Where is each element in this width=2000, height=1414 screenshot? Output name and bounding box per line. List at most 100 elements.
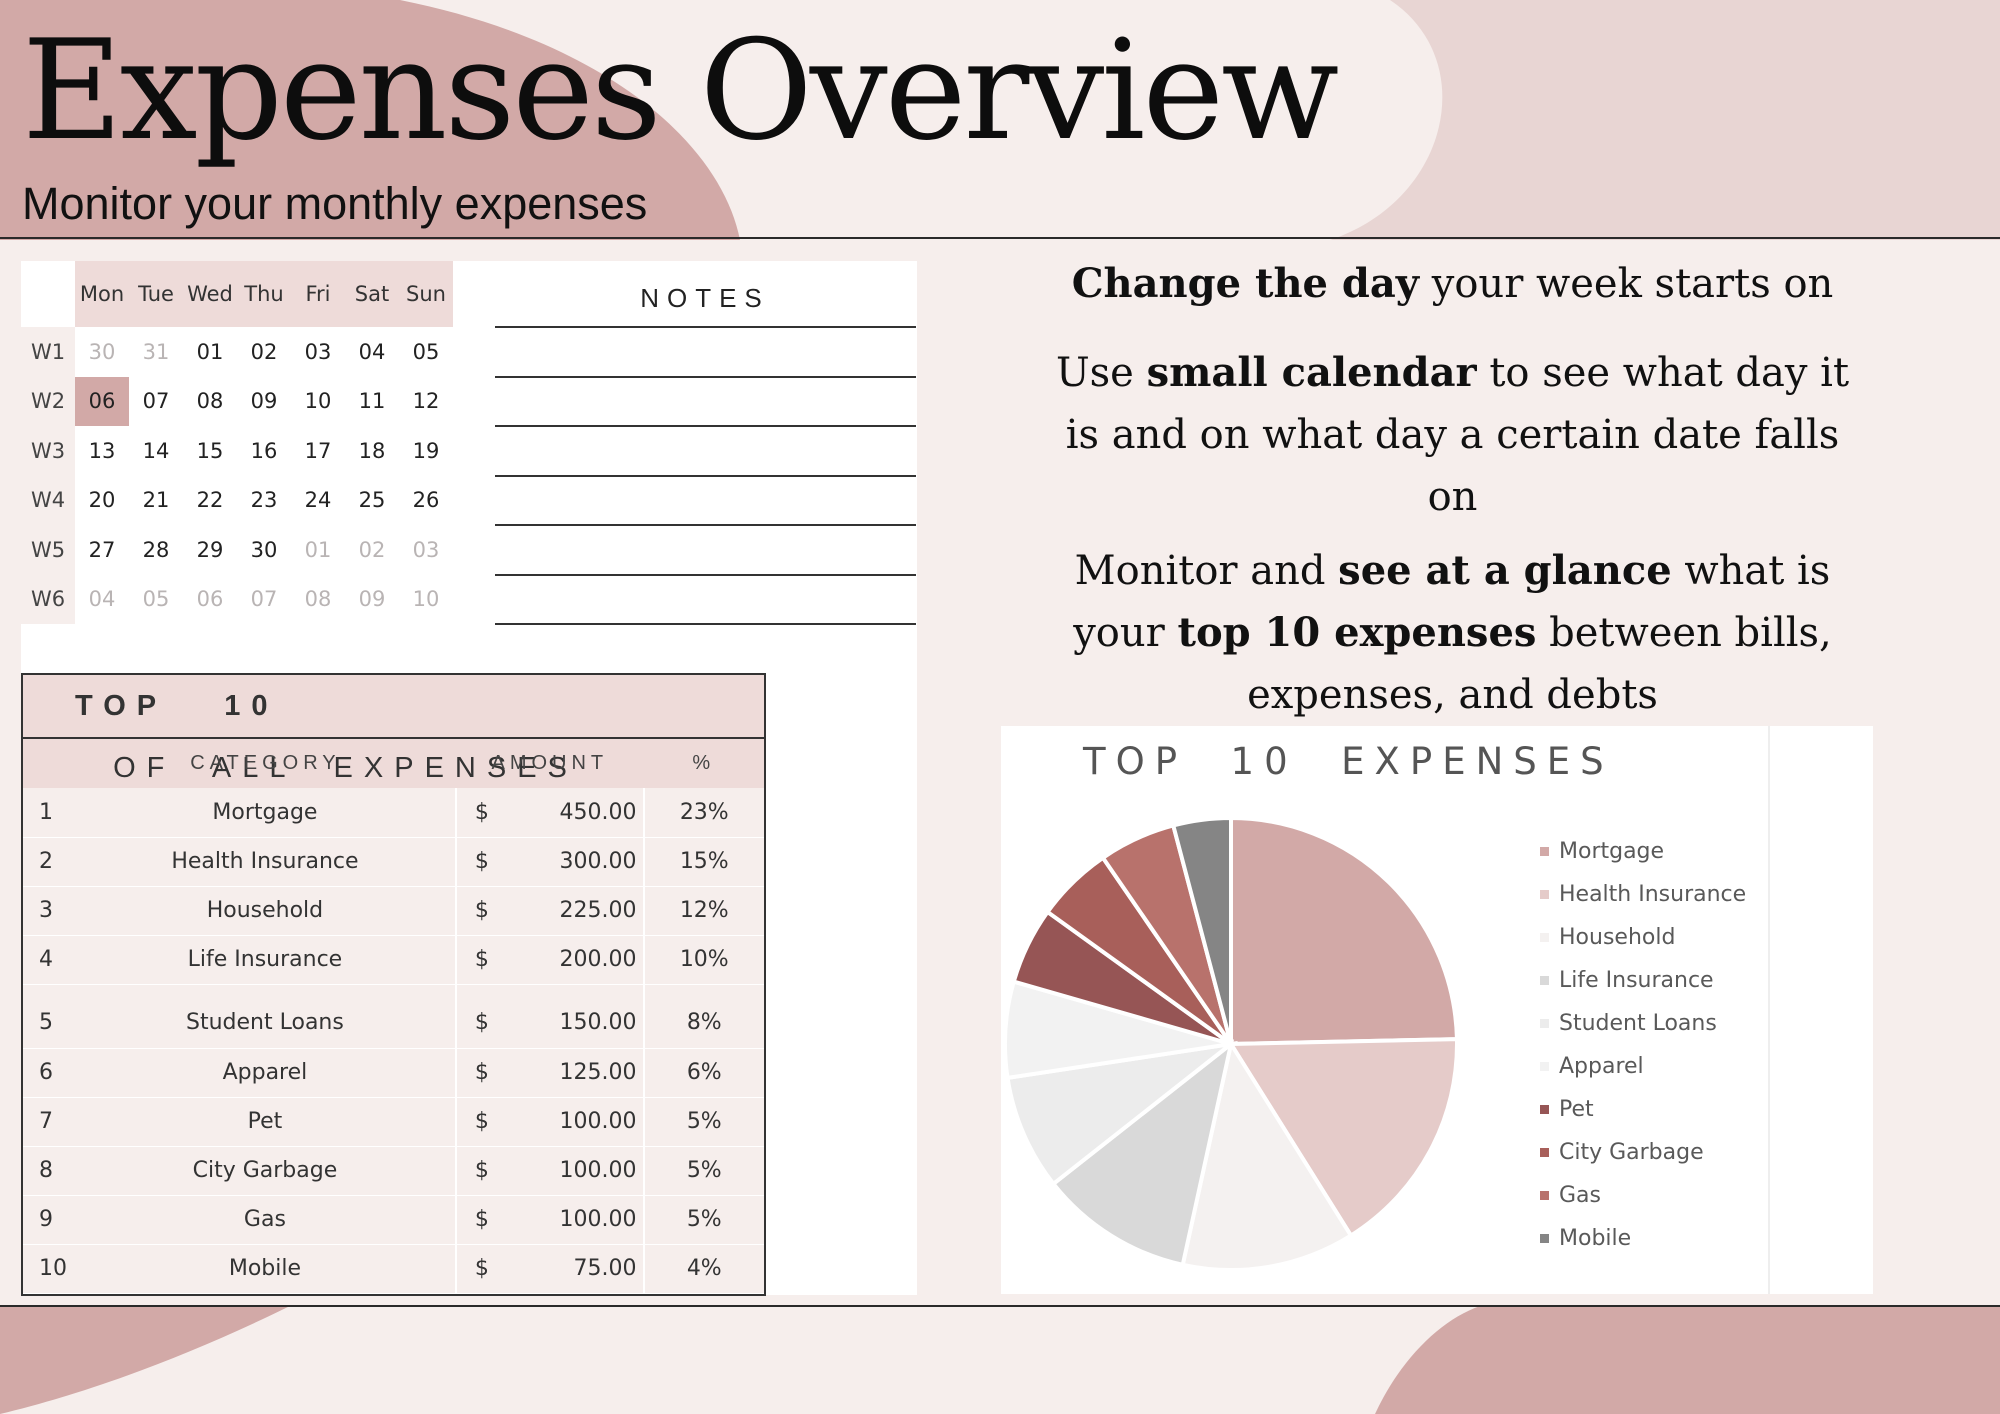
row-category: Apparel — [74, 1048, 458, 1098]
calendar-week-label: W4 — [21, 475, 75, 525]
calendar-date-cell[interactable]: 06 — [196, 587, 224, 612]
row-percent: 5% — [643, 1146, 764, 1196]
row-rank: 5 — [23, 984, 75, 1049]
calendar-date-cell[interactable]: 10 — [412, 587, 440, 612]
notes-line[interactable] — [495, 376, 916, 378]
page-title: Expenses Overview — [22, 10, 1339, 171]
calendar-date-cell[interactable]: 20 — [88, 488, 116, 513]
notes-line[interactable] — [495, 574, 916, 576]
calendar-date-cell[interactable]: 06 — [75, 376, 129, 426]
calendar-date-cell[interactable]: 08 — [304, 587, 332, 612]
table-header-percent: % — [643, 739, 764, 788]
legend-swatch — [1540, 1019, 1549, 1028]
legend-swatch — [1540, 890, 1549, 899]
notes-line[interactable] — [495, 425, 916, 427]
row-percent: 15% — [643, 837, 764, 887]
calendar-date-cell[interactable]: 08 — [196, 389, 224, 414]
row-currency: $ — [456, 837, 498, 887]
calendar-date-cell[interactable]: 01 — [304, 537, 332, 562]
calendar-date-cell[interactable]: 07 — [142, 389, 170, 414]
row-amount: 75.00 — [497, 1244, 645, 1294]
calendar-date-cell[interactable]: 05 — [142, 587, 170, 612]
table-row: 5 Student Loans $150.00 8% — [23, 984, 764, 1049]
calendar-date-cell[interactable]: 30 — [88, 339, 116, 364]
calendar-date-cell[interactable]: 14 — [142, 438, 170, 463]
info-text: between bills, expenses, and debts — [1247, 610, 1832, 718]
row-percent: 6% — [643, 1048, 764, 1098]
calendar-date-cell[interactable]: 03 — [304, 339, 332, 364]
calendar-date-cell[interactable]: 21 — [142, 488, 170, 513]
header-divider — [0, 237, 2000, 239]
calendar-date-cell[interactable]: 26 — [412, 488, 440, 513]
row-percent: 10% — [643, 935, 764, 985]
legend-item: Household — [1540, 916, 1746, 959]
calendar-date-cell[interactable]: 15 — [196, 438, 224, 463]
calendar-date-cell[interactable]: 07 — [250, 587, 278, 612]
calendar-date-cell[interactable]: 11 — [358, 389, 386, 414]
table-header-rank — [23, 739, 75, 788]
row-category: Mobile — [74, 1244, 458, 1294]
row-currency: $ — [456, 788, 498, 838]
calendar-date-cell[interactable]: 04 — [88, 587, 116, 612]
row-amount: 200.00 — [497, 935, 645, 985]
calendar-week-label: W2 — [21, 376, 75, 426]
legend-item: Apparel — [1540, 1045, 1746, 1088]
calendar-date-cell[interactable]: 02 — [250, 339, 278, 364]
calendar-date-cell[interactable]: 12 — [412, 389, 440, 414]
calendar-date-cell[interactable]: 05 — [412, 339, 440, 364]
chart-separator — [1768, 726, 1770, 1294]
calendar-date-cell[interactable]: 16 — [250, 438, 278, 463]
calendar-date-cell[interactable]: 25 — [358, 488, 386, 513]
row-currency: $ — [456, 886, 498, 936]
calendar-date-cell[interactable]: 19 — [412, 438, 440, 463]
calendar-date-cell[interactable]: 09 — [358, 587, 386, 612]
notes-line[interactable] — [495, 524, 916, 526]
row-rank: 10 — [23, 1244, 75, 1294]
table-row: 9 Gas $100.00 5% — [23, 1195, 764, 1245]
calendar-date-cell[interactable]: 09 — [250, 389, 278, 414]
calendar-date-cell[interactable]: 27 — [88, 537, 116, 562]
calendar-date-cell[interactable]: 13 — [88, 438, 116, 463]
notes-line[interactable] — [495, 326, 916, 328]
legend-swatch — [1540, 1062, 1549, 1071]
legend-label: Mobile — [1559, 1226, 1632, 1251]
pie-slice-student-loans — [1005, 1040, 1239, 1187]
calendar-date-cell[interactable]: 10 — [304, 389, 332, 414]
notes-line[interactable] — [495, 475, 916, 477]
legend-swatch — [1540, 1234, 1549, 1243]
calendar-date-cell[interactable]: 04 — [358, 339, 386, 364]
calendar-date-cell[interactable]: 29 — [196, 537, 224, 562]
notes-line[interactable] — [495, 623, 916, 625]
calendar-date-cell[interactable]: 31 — [142, 339, 170, 364]
info-bold: see at a glance — [1338, 547, 1672, 594]
row-category: Life Insurance — [74, 935, 458, 985]
row-currency: $ — [456, 1195, 498, 1245]
info-text: what is your — [1073, 548, 1831, 656]
calendar-date-cell[interactable]: 24 — [304, 488, 332, 513]
legend-item: Student Loans — [1540, 1002, 1746, 1045]
row-percent: 5% — [643, 1097, 764, 1147]
calendar-date-cell[interactable]: 01 — [196, 339, 224, 364]
info-text: to see what day it is and on what day a … — [1065, 350, 1850, 520]
calendar-date-cell[interactable]: 28 — [142, 537, 170, 562]
legend-item: Gas — [1540, 1174, 1746, 1217]
legend-item: Pet — [1540, 1088, 1746, 1131]
calendar-date-cell[interactable]: 18 — [358, 438, 386, 463]
calendar-week-label: W3 — [21, 426, 75, 476]
table-row: 7 Pet $100.00 5% — [23, 1097, 764, 1147]
calendar-date-cell[interactable]: 22 — [196, 488, 224, 513]
calendar-date-cell[interactable]: 02 — [358, 537, 386, 562]
calendar-date-cell[interactable]: 23 — [250, 488, 278, 513]
legend-swatch — [1540, 1148, 1549, 1157]
calendar-date-cell[interactable]: 30 — [250, 537, 278, 562]
row-currency: $ — [456, 1097, 498, 1147]
calendar-week-row: W3 13 14 15 16 17 18 19 — [21, 426, 453, 476]
info-bold: small calendar — [1146, 349, 1477, 396]
chart-title: TOP 10 EXPENSES — [1083, 740, 1614, 783]
calendar-date-cell[interactable]: 17 — [304, 438, 332, 463]
legend-swatch — [1540, 1191, 1549, 1200]
row-amount: 125.00 — [497, 1048, 645, 1098]
table-header-category: CATEGORY — [74, 739, 457, 788]
calendar-date-cell[interactable]: 03 — [412, 537, 440, 562]
